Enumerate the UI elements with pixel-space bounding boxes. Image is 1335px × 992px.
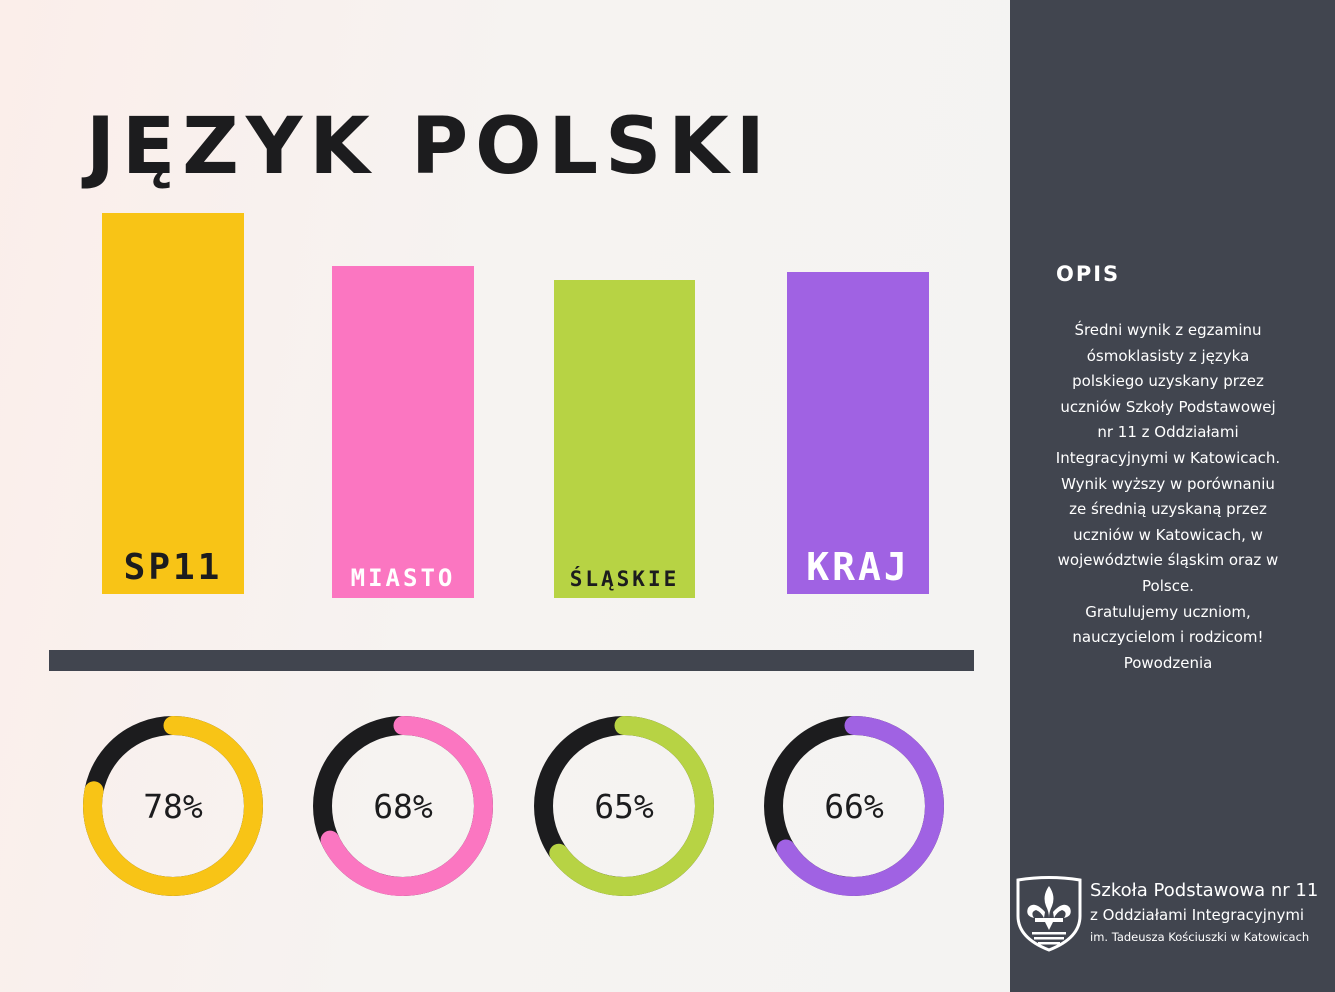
bar-3: KRAJ: [787, 272, 929, 594]
donut-svg-3: [764, 716, 944, 896]
bar-1: MIASTO: [332, 266, 474, 598]
donut-arc-3: [764, 716, 944, 896]
donut-svg-1: [313, 716, 493, 896]
bar-label-1: MIASTO: [350, 564, 456, 592]
bar-0: SP11: [102, 213, 244, 594]
donut-svg-0: [83, 716, 263, 896]
fleur-de-lis-shield-icon: [1016, 876, 1082, 952]
donut-label-3: 66%: [824, 786, 884, 826]
chart-title: JĘZYK POLSKI: [86, 102, 772, 192]
bar-label-0: SP11: [123, 547, 223, 588]
school-patron: im. Tadeusza Kościuszki w Katowicach: [1090, 930, 1310, 944]
description-sidebar: OPIS Średni wynik z egzaminu ósmoklasist…: [1010, 0, 1335, 992]
school-logo: Szkoła Podstawowa nr 11 z Oddziałami Int…: [1014, 872, 1334, 956]
donut-label-2: 65%: [594, 786, 654, 826]
donut-svg-2: [534, 716, 714, 896]
bar-2: ŚLĄSKIE: [554, 280, 695, 598]
donut-0: 78%: [83, 716, 263, 896]
donut-arc-1: [313, 716, 493, 896]
donut-1: 68%: [313, 716, 493, 896]
donut-arc-2: [534, 716, 714, 896]
bar-label-3: KRAJ: [806, 545, 910, 589]
bar-chart: SP11 MIASTO ŚLĄSKIE KRAJ: [102, 213, 929, 598]
donut-3: 66%: [764, 716, 944, 896]
donut-label-0: 78%: [143, 786, 203, 826]
donut-label-1: 68%: [373, 786, 433, 826]
donut-arc-0: [83, 716, 263, 896]
school-name: Szkoła Podstawowa nr 11: [1090, 880, 1319, 901]
school-subtitle: z Oddziałami Integracyjnymi: [1090, 906, 1305, 924]
divider-bar: [49, 650, 974, 671]
bar-label-2: ŚLĄSKIE: [569, 567, 680, 591]
donut-2: 65%: [534, 716, 714, 896]
sidebar-description: Średni wynik z egzaminu ósmoklasisty z j…: [1055, 321, 1281, 672]
sidebar-title: OPIS: [1056, 262, 1121, 286]
